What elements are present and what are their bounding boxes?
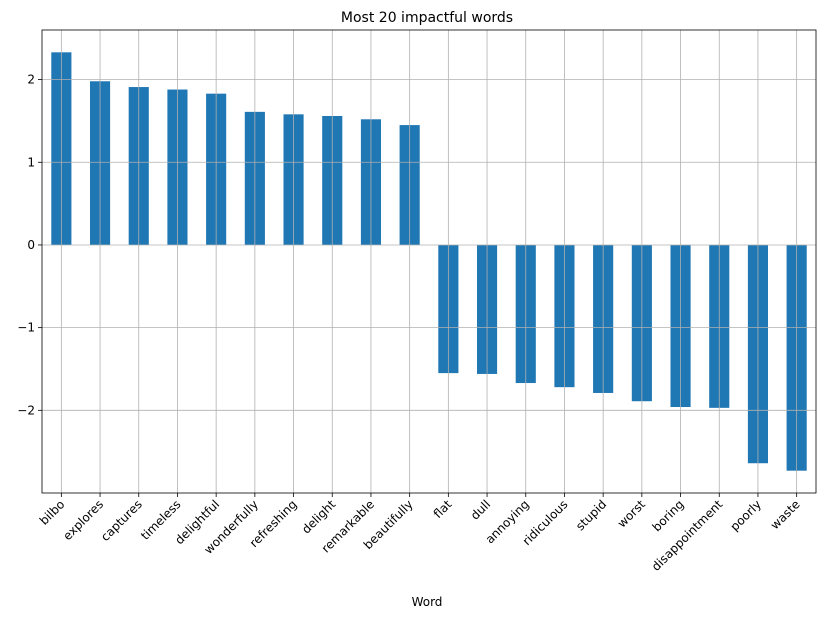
gridlines — [42, 30, 816, 493]
plot-frame — [41, 29, 817, 494]
y-tick-label: 2 — [27, 73, 35, 87]
x-tick-label: worst — [615, 497, 648, 530]
x-tick-label: poorly — [728, 497, 765, 534]
x-tick-label: dull — [468, 497, 493, 522]
x-tick-label: bilbo — [37, 497, 68, 528]
y-tick-label: 1 — [27, 155, 35, 169]
bars — [51, 52, 807, 471]
x-tick-label: stupid — [573, 497, 609, 533]
x-tick-label: captures — [98, 497, 145, 544]
x-tick-label: disappointment — [649, 497, 726, 574]
x-tick-label: waste — [768, 497, 803, 532]
y-tick-label: −2 — [17, 403, 35, 417]
x-axis-label: Word — [412, 595, 443, 609]
x-tick-label: flat — [431, 497, 455, 521]
x-tick-label: boring — [650, 497, 687, 534]
y-tick-label: −1 — [17, 321, 35, 335]
chart-title: Most 20 impactful words — [341, 10, 513, 26]
y-tick-label: 0 — [27, 238, 35, 252]
